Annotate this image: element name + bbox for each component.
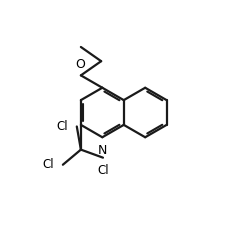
Text: Cl: Cl bbox=[43, 158, 54, 171]
Text: Cl: Cl bbox=[57, 120, 68, 133]
Text: N: N bbox=[98, 144, 107, 157]
Text: Cl: Cl bbox=[97, 164, 109, 178]
Text: O: O bbox=[75, 58, 85, 71]
